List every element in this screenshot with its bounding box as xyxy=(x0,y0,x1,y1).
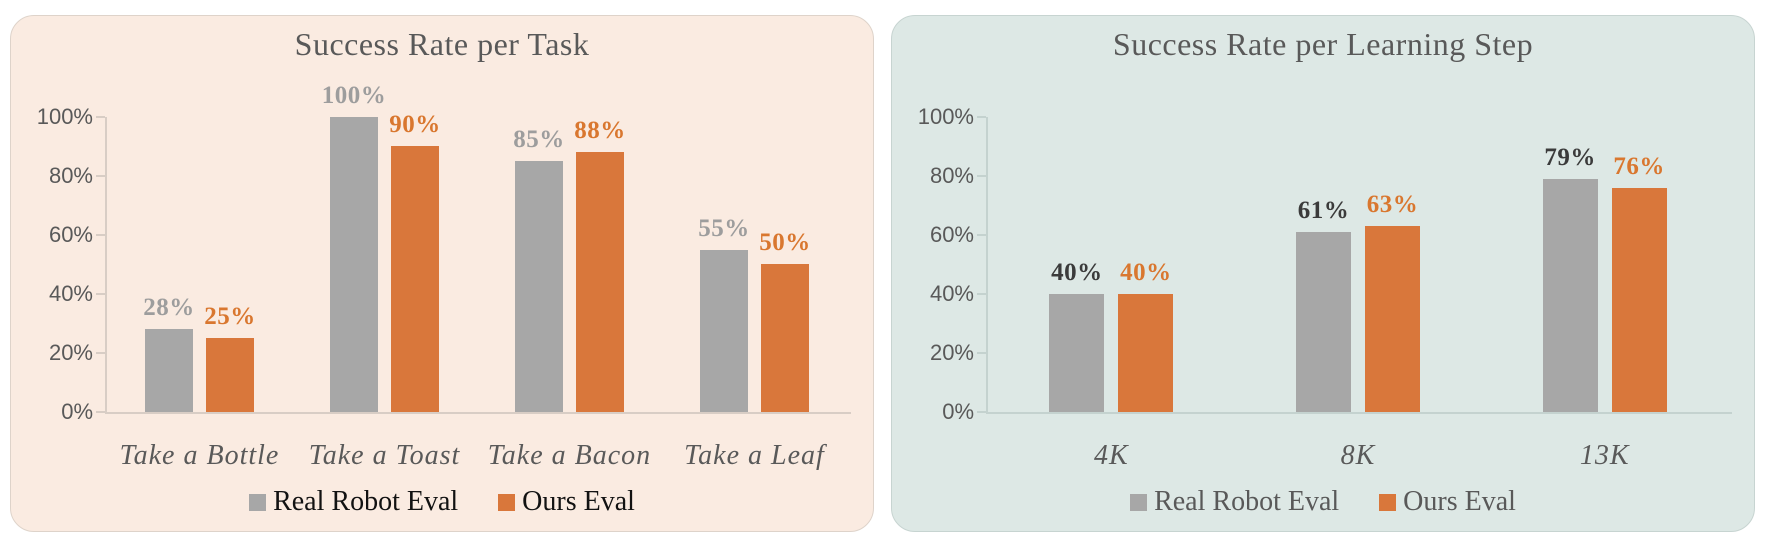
y-axis-tick xyxy=(96,352,105,354)
bar-real-robot-1 xyxy=(1296,232,1351,412)
legend-label: Ours Eval xyxy=(1403,486,1516,517)
chart-card-success-rate-per-task: Success Rate per Task 100% 80% 60% 40% 20% 0%… xyxy=(10,15,874,532)
bar-value-label: 55% xyxy=(698,215,750,242)
bar-ours-1 xyxy=(391,146,439,412)
legend: Real Robot Eval Ours Eval xyxy=(892,486,1754,518)
y-axis-label: 0% xyxy=(61,399,93,424)
y-axis-tick xyxy=(977,234,986,236)
bar-value-label: 90% xyxy=(389,111,441,138)
y-axis-label: 100% xyxy=(36,104,93,129)
x-axis-labels: Take a Bottle Take a Toast Take a Bacon Tak… xyxy=(107,440,847,472)
y-axis-label: 100% xyxy=(917,104,974,129)
legend-item: Real Robot Eval xyxy=(249,486,458,518)
y-axis-tick xyxy=(96,234,105,236)
legend-swatch-icon xyxy=(249,493,267,511)
y-axis-label: 40% xyxy=(48,281,93,306)
y-axis-tick xyxy=(977,411,986,413)
y-axis-label: 40% xyxy=(929,281,974,306)
y-axis-tick xyxy=(977,352,986,354)
legend-swatch-icon xyxy=(498,493,516,511)
chart-card-success-rate-per-learning-step: Success Rate per Learning Step 100% 80% 60… xyxy=(891,15,1755,532)
y-axis-label: 0% xyxy=(942,399,974,424)
category-label: Take a Leaf xyxy=(684,440,825,471)
x-axis-labels: 4K 8K 13K xyxy=(988,440,1728,472)
y-axis-label: 20% xyxy=(929,340,974,365)
chart-title: Success Rate per Learning Step xyxy=(1112,26,1534,62)
bar-value-label: 100% xyxy=(321,82,387,109)
y-axis-tick xyxy=(96,293,105,295)
bar-ours-0 xyxy=(1118,294,1174,412)
category-label: 13K xyxy=(1579,440,1630,471)
y-axis-tick xyxy=(977,116,986,118)
bar-value-label: 76% xyxy=(1613,153,1665,180)
bar-value-label: 79% xyxy=(1544,144,1596,171)
y-axis-tick xyxy=(96,116,105,118)
bar-ours-1 xyxy=(1365,226,1420,412)
legend-swatch-icon xyxy=(1379,493,1397,511)
bar-value-label: 40% xyxy=(1051,259,1103,286)
bar-value-label: 50% xyxy=(759,229,811,256)
plot-area: 100% 80% 60% 40% 20% 0% 28% 25% 100% 90% 85% 88% 55%… xyxy=(37,82,851,424)
y-axis-label: 60% xyxy=(929,222,974,247)
x-axis-line xyxy=(105,412,851,414)
category-label: 4K xyxy=(1093,440,1129,471)
y-axis-label: 60% xyxy=(48,222,93,247)
bar-value-label: 88% xyxy=(574,117,626,144)
bar-ours-2 xyxy=(1611,188,1667,412)
y-axis-line xyxy=(986,117,988,412)
x-axis-line xyxy=(986,412,1732,414)
bar-value-label: 61% xyxy=(1297,197,1350,224)
bar-value-label: 40% xyxy=(1120,259,1172,286)
bar-real-robot-2 xyxy=(515,161,563,412)
legend-item: Ours Eval xyxy=(1379,486,1516,518)
plot-area: 100% 80% 60% 40% 20% 0% 40% 40% 61% 63% 79% 76% xyxy=(918,104,1732,424)
y-axis-line xyxy=(105,117,107,412)
legend-label: Ours Eval xyxy=(522,486,635,517)
chart-title: Success Rate per Task xyxy=(294,26,590,62)
y-axis-label: 20% xyxy=(48,340,93,365)
y-axis-label: 80% xyxy=(929,163,974,188)
bar-ours-2 xyxy=(576,152,624,412)
bar-ours-0 xyxy=(206,338,254,412)
y-axis-label: 80% xyxy=(48,163,93,188)
legend: Real Robot Eval Ours Eval xyxy=(11,486,873,518)
bar-ours-3 xyxy=(761,264,809,412)
bar-value-label: 28% xyxy=(143,294,195,321)
legend-label: Real Robot Eval xyxy=(1154,486,1340,517)
legend-item: Real Robot Eval xyxy=(1130,486,1339,518)
bar-value-label: 25% xyxy=(204,303,256,330)
bar-real-robot-0 xyxy=(1049,294,1105,412)
legend-swatch-icon xyxy=(1130,493,1148,511)
legend-item: Ours Eval xyxy=(498,486,635,518)
y-axis-tick xyxy=(96,175,105,177)
category-label: Take a Bacon xyxy=(487,440,652,471)
bar-real-robot-2 xyxy=(1542,179,1598,412)
y-axis-tick xyxy=(977,293,986,295)
y-axis-tick xyxy=(96,411,105,413)
category-label: Take a Toast xyxy=(308,440,461,471)
legend-label: Real Robot Eval xyxy=(273,486,459,517)
category-label: Take a Bottle xyxy=(119,440,280,471)
bar-real-robot-1 xyxy=(330,117,378,412)
bar-value-label: 63% xyxy=(1366,191,1419,218)
y-axis-tick xyxy=(977,175,986,177)
bar-real-robot-3 xyxy=(700,250,748,412)
bar-real-robot-0 xyxy=(145,329,193,412)
category-label: 8K xyxy=(1340,440,1376,471)
bar-value-label: 85% xyxy=(513,126,565,153)
